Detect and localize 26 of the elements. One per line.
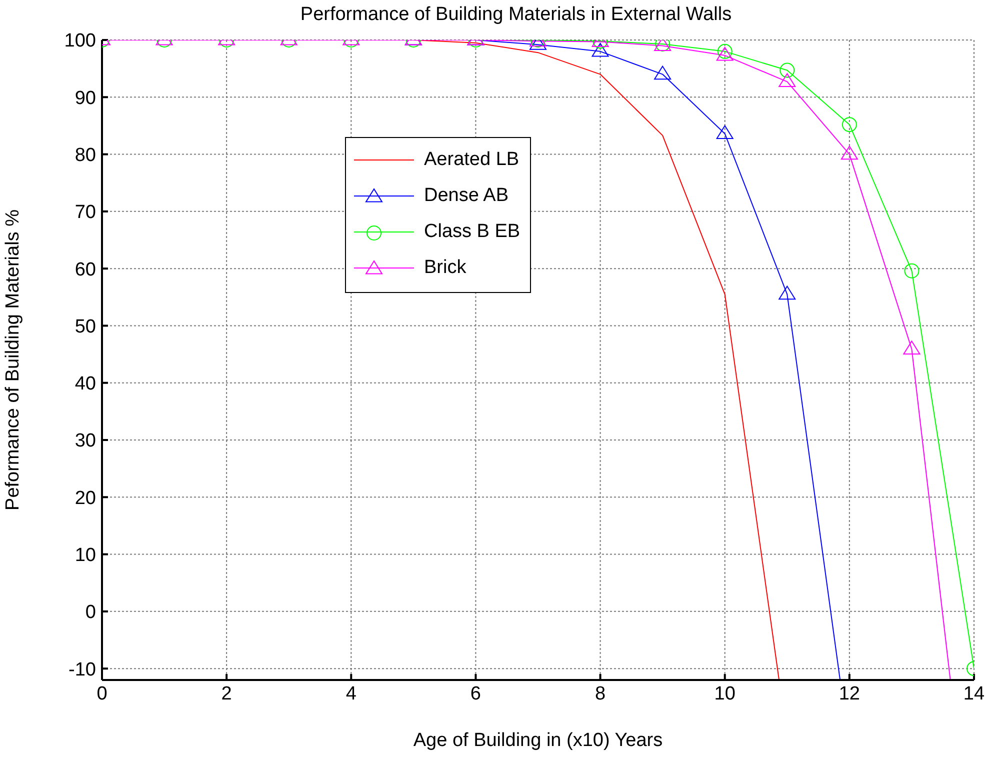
y-tick-label: 80 — [74, 145, 96, 166]
y-tick-label: 70 — [74, 202, 96, 224]
x-tick-label: 14 — [963, 683, 985, 704]
x-tick-label: 4 — [346, 683, 357, 704]
x-tick-label: 10 — [714, 683, 736, 704]
y-axis-title: Peformance of Building Materials % — [2, 209, 24, 510]
x-tick-label: 8 — [594, 683, 606, 704]
y-tick-label: 90 — [74, 88, 96, 109]
x-axis-title: Age of Building in (x10) Years — [413, 730, 663, 751]
x-tick-label: 12 — [838, 683, 860, 704]
legend-label: Aerated LB — [424, 149, 520, 171]
y-tick-label: -10 — [68, 659, 96, 680]
y-tick-label: 0 — [85, 602, 96, 624]
y-tick-label: 100 — [64, 30, 96, 52]
y-tick-label: 60 — [74, 259, 96, 280]
x-tick-label: 6 — [470, 683, 482, 704]
chart-title: Performance of Building Materials in External Walls — [299, 4, 733, 26]
x-tick-label: 2 — [221, 683, 232, 704]
legend-label: Dense AB — [424, 185, 508, 207]
legend-label: Brick — [424, 257, 466, 279]
y-tick-label: 50 — [74, 316, 96, 338]
y-tick-label: 20 — [74, 488, 96, 509]
legend-label: Class B EB — [424, 221, 520, 243]
y-tick-label: 30 — [74, 430, 96, 452]
y-tick-label: 10 — [74, 545, 96, 566]
y-tick-label: 40 — [74, 374, 96, 395]
